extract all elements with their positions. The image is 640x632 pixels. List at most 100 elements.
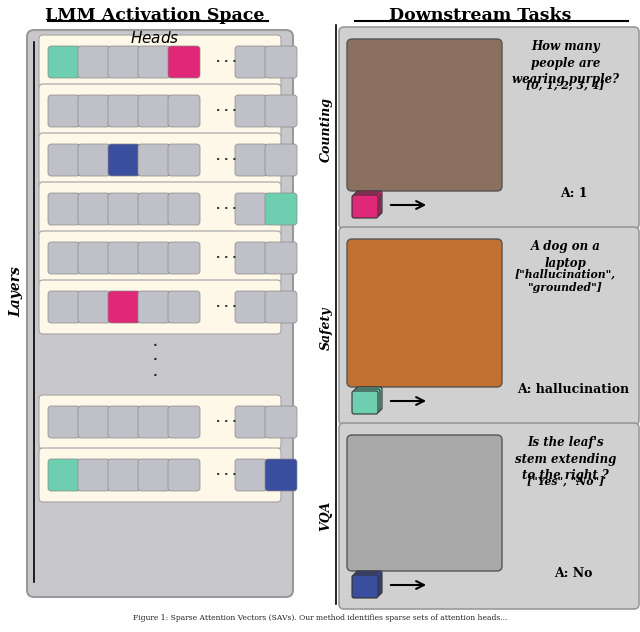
FancyBboxPatch shape bbox=[354, 389, 380, 412]
FancyBboxPatch shape bbox=[48, 95, 80, 127]
FancyBboxPatch shape bbox=[48, 193, 80, 225]
Text: · · ·: · · · bbox=[216, 204, 237, 214]
Text: Layers: Layers bbox=[9, 267, 23, 317]
FancyBboxPatch shape bbox=[108, 459, 140, 491]
Text: How many
people are
wearing purple?: How many people are wearing purple? bbox=[512, 40, 619, 86]
FancyBboxPatch shape bbox=[347, 239, 502, 387]
FancyBboxPatch shape bbox=[235, 95, 267, 127]
Text: · · ·: · · · bbox=[216, 302, 237, 312]
FancyBboxPatch shape bbox=[138, 406, 170, 438]
FancyBboxPatch shape bbox=[78, 291, 110, 323]
FancyBboxPatch shape bbox=[27, 30, 293, 597]
Text: · · ·: · · · bbox=[216, 155, 237, 165]
Text: VQA: VQA bbox=[319, 501, 333, 531]
Text: A: No: A: No bbox=[554, 567, 593, 580]
Text: · · ·: · · · bbox=[216, 417, 237, 427]
FancyBboxPatch shape bbox=[352, 391, 378, 414]
FancyBboxPatch shape bbox=[138, 242, 170, 274]
FancyBboxPatch shape bbox=[78, 46, 110, 78]
FancyBboxPatch shape bbox=[352, 575, 378, 598]
Text: Is the leaf's
stem extending
to the right ?: Is the leaf's stem extending to the righ… bbox=[515, 436, 616, 482]
FancyBboxPatch shape bbox=[339, 27, 639, 229]
FancyBboxPatch shape bbox=[48, 46, 80, 78]
Text: Safety: Safety bbox=[319, 307, 333, 349]
FancyBboxPatch shape bbox=[78, 144, 110, 176]
FancyBboxPatch shape bbox=[235, 242, 267, 274]
FancyBboxPatch shape bbox=[138, 46, 170, 78]
FancyBboxPatch shape bbox=[235, 406, 267, 438]
FancyBboxPatch shape bbox=[356, 191, 382, 214]
FancyBboxPatch shape bbox=[108, 95, 140, 127]
Text: Counting: Counting bbox=[319, 97, 333, 162]
FancyBboxPatch shape bbox=[48, 242, 80, 274]
FancyBboxPatch shape bbox=[168, 46, 200, 78]
FancyBboxPatch shape bbox=[108, 242, 140, 274]
FancyBboxPatch shape bbox=[78, 242, 110, 274]
FancyBboxPatch shape bbox=[39, 395, 281, 449]
FancyBboxPatch shape bbox=[265, 406, 297, 438]
FancyBboxPatch shape bbox=[168, 242, 200, 274]
Text: · · ·: · · · bbox=[216, 57, 237, 67]
FancyBboxPatch shape bbox=[354, 573, 380, 596]
FancyBboxPatch shape bbox=[108, 193, 140, 225]
FancyBboxPatch shape bbox=[138, 95, 170, 127]
Text: $\it{Heads}$: $\it{Heads}$ bbox=[131, 30, 180, 46]
Text: A: 1: A: 1 bbox=[560, 187, 588, 200]
FancyBboxPatch shape bbox=[138, 193, 170, 225]
FancyBboxPatch shape bbox=[354, 193, 380, 216]
Text: · · ·: · · · bbox=[216, 253, 237, 263]
FancyBboxPatch shape bbox=[265, 291, 297, 323]
FancyBboxPatch shape bbox=[48, 459, 80, 491]
FancyBboxPatch shape bbox=[39, 84, 281, 138]
FancyBboxPatch shape bbox=[138, 291, 170, 323]
FancyBboxPatch shape bbox=[168, 459, 200, 491]
FancyBboxPatch shape bbox=[138, 144, 170, 176]
FancyBboxPatch shape bbox=[168, 291, 200, 323]
FancyBboxPatch shape bbox=[48, 406, 80, 438]
FancyBboxPatch shape bbox=[235, 144, 267, 176]
Text: ["hallucination",
"grounded"]: ["hallucination", "grounded"] bbox=[515, 268, 616, 293]
FancyBboxPatch shape bbox=[235, 193, 267, 225]
FancyBboxPatch shape bbox=[168, 95, 200, 127]
Text: Downstream Tasks: Downstream Tasks bbox=[389, 7, 571, 24]
FancyBboxPatch shape bbox=[235, 291, 267, 323]
FancyBboxPatch shape bbox=[138, 459, 170, 491]
FancyBboxPatch shape bbox=[265, 193, 297, 225]
FancyBboxPatch shape bbox=[347, 39, 502, 191]
Text: [0, 1, 2, 3, 4]: [0, 1, 2, 3, 4] bbox=[526, 79, 605, 90]
FancyBboxPatch shape bbox=[339, 423, 639, 609]
Text: ·
·
·: · · · bbox=[152, 339, 157, 382]
FancyBboxPatch shape bbox=[352, 195, 378, 218]
Text: Figure 1: Sparse Attention Vectors (SAVs). Our method identifies sparse sets of : Figure 1: Sparse Attention Vectors (SAVs… bbox=[133, 614, 507, 622]
FancyBboxPatch shape bbox=[39, 133, 281, 187]
FancyBboxPatch shape bbox=[168, 193, 200, 225]
FancyBboxPatch shape bbox=[265, 144, 297, 176]
FancyBboxPatch shape bbox=[108, 144, 140, 176]
FancyBboxPatch shape bbox=[48, 291, 80, 323]
FancyBboxPatch shape bbox=[356, 387, 382, 410]
FancyBboxPatch shape bbox=[108, 406, 140, 438]
FancyBboxPatch shape bbox=[356, 571, 382, 594]
Text: LMM Activation Space: LMM Activation Space bbox=[45, 7, 265, 24]
Text: · · ·: · · · bbox=[216, 470, 237, 480]
FancyBboxPatch shape bbox=[265, 95, 297, 127]
FancyBboxPatch shape bbox=[78, 193, 110, 225]
FancyBboxPatch shape bbox=[39, 280, 281, 334]
FancyBboxPatch shape bbox=[235, 459, 267, 491]
FancyBboxPatch shape bbox=[39, 35, 281, 89]
FancyBboxPatch shape bbox=[168, 406, 200, 438]
FancyBboxPatch shape bbox=[78, 459, 110, 491]
Text: ["Yes", "No"]: ["Yes", "No"] bbox=[527, 475, 604, 486]
Text: · · ·: · · · bbox=[216, 106, 237, 116]
Text: A dog on a
laptop: A dog on a laptop bbox=[531, 240, 600, 269]
FancyBboxPatch shape bbox=[235, 46, 267, 78]
FancyBboxPatch shape bbox=[39, 231, 281, 285]
FancyBboxPatch shape bbox=[265, 459, 297, 491]
FancyBboxPatch shape bbox=[339, 227, 639, 425]
FancyBboxPatch shape bbox=[48, 144, 80, 176]
FancyBboxPatch shape bbox=[265, 242, 297, 274]
FancyBboxPatch shape bbox=[108, 291, 140, 323]
Text: A: hallucination: A: hallucination bbox=[517, 383, 630, 396]
FancyBboxPatch shape bbox=[39, 182, 281, 236]
FancyBboxPatch shape bbox=[347, 435, 502, 571]
